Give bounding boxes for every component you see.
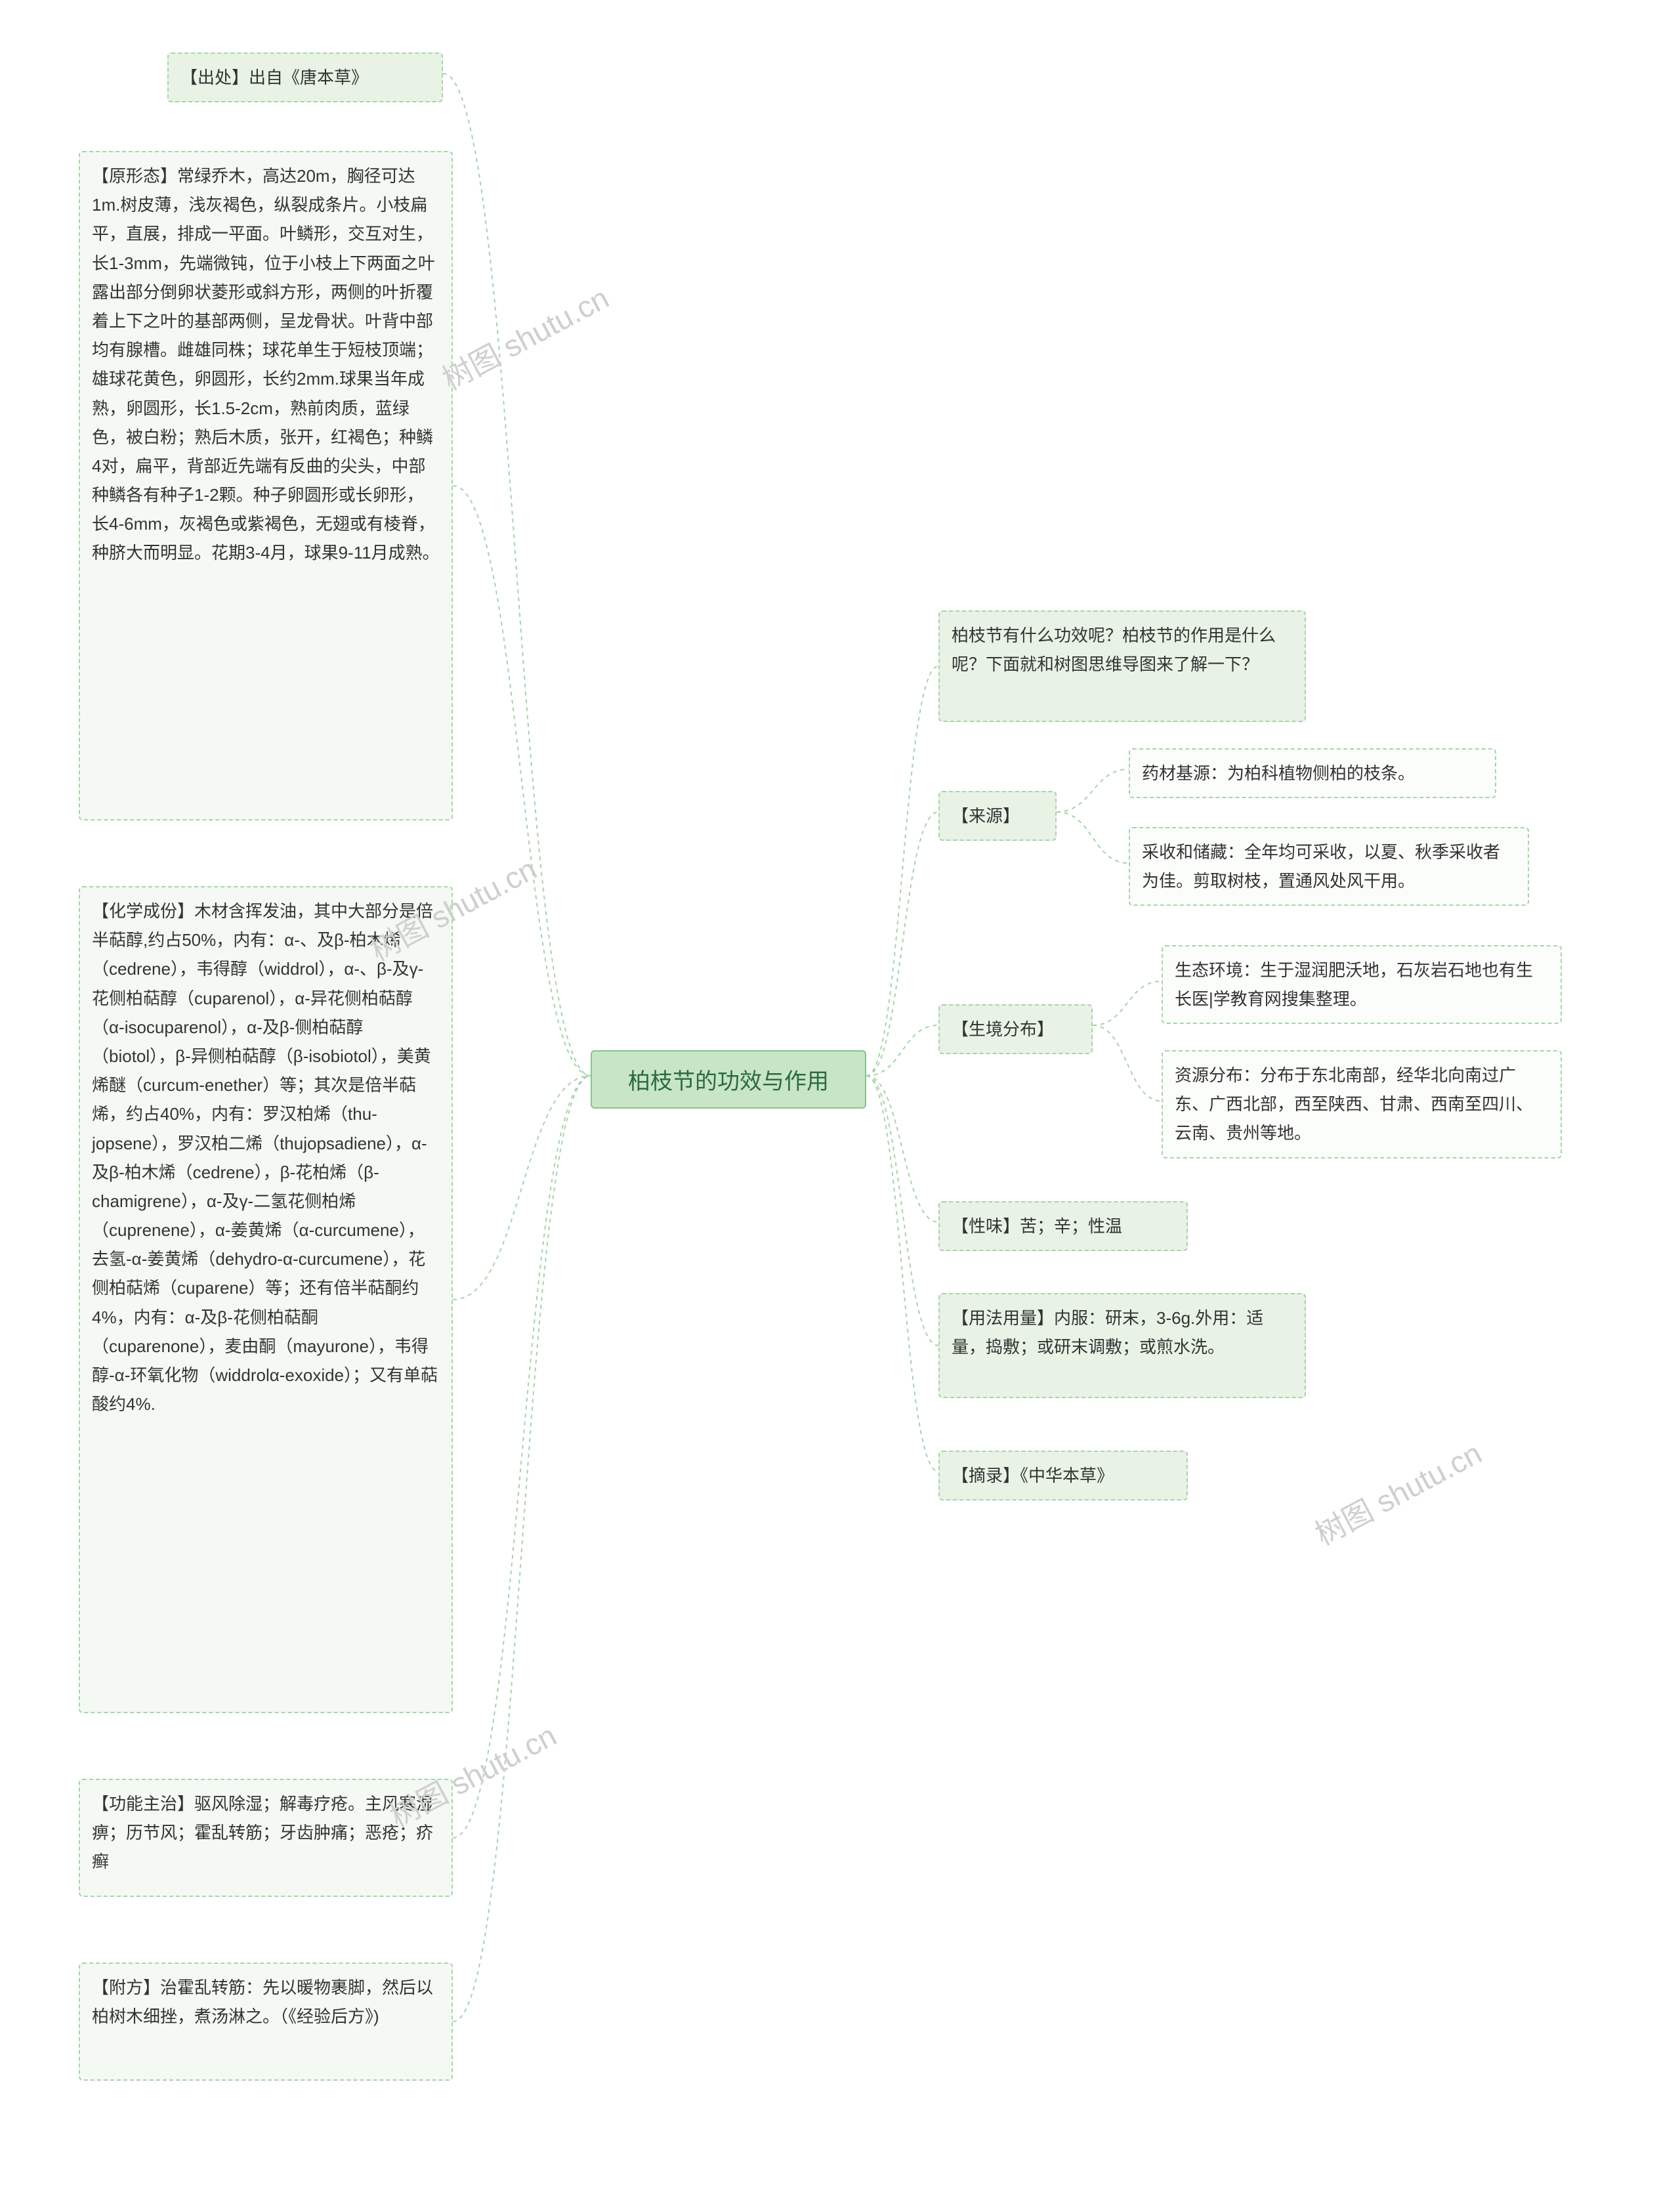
mindmap-node-r2b: 采收和储藏：全年均可采收，以夏、秋季采收者为佳。剪取树枝，置通风处风干用。 (1129, 827, 1529, 906)
mindmap-node-r3b: 资源分布：分布于东北南部，经华北向南过广东、广西北部，西至陕西、甘肃、西南至四川… (1162, 1050, 1562, 1158)
mindmap-node-l2: 【原形态】常绿乔木，高达20m，胸径可达1m.树皮薄，浅灰褐色，纵裂成条片。小枝… (79, 151, 453, 820)
mindmap-node-r6: 【摘录】《中华本草》 (938, 1451, 1188, 1500)
watermark-text: 树图 shutu.cn (1307, 1430, 1488, 1554)
mindmap-node-l5: 【附方】治霍乱转筋：先以暖物裹脚，然后以柏树木细挫，煮汤淋之。（《经验后方》) (79, 1963, 453, 2081)
mindmap-node-root: 柏枝节的功效与作用 (591, 1050, 866, 1109)
mindmap-node-r5: 【用法用量】内服：研末，3-6g.外用：适量，捣敷；或研末调敷；或煎水洗。 (938, 1293, 1306, 1398)
mindmap-node-l1: 【出处】出自《唐本草》 (167, 53, 443, 102)
mindmap-node-r3: 【生境分布】 (938, 1004, 1093, 1054)
mindmap-node-l4: 【功能主治】驱风除湿；解毒疗疮。主风寒湿痹；历节风；霍乱转筋；牙齿肿痛；恶疮；疥… (79, 1779, 453, 1897)
mindmap-node-r2: 【来源】 (938, 791, 1057, 841)
mindmap-node-r3a: 生态环境：生于湿润肥沃地，石灰岩石地也有生长医|学教育网搜集整理。 (1162, 945, 1562, 1024)
mindmap-node-r1: 柏枝节有什么功效呢？柏枝节的作用是什么呢？下面就和树图思维导图来了解一下？ (938, 610, 1306, 722)
mindmap-node-r2a: 药材基源：为柏科植物侧柏的枝条。 (1129, 748, 1496, 798)
mindmap-node-l3: 【化学成份】木材含挥发油，其中大部分是倍半萜醇,约占50%，内有：α-、及β-柏… (79, 886, 453, 1713)
mindmap-node-r4: 【性味】苦；辛；性温 (938, 1201, 1188, 1251)
watermark-text: 树图 shutu.cn (434, 274, 616, 398)
